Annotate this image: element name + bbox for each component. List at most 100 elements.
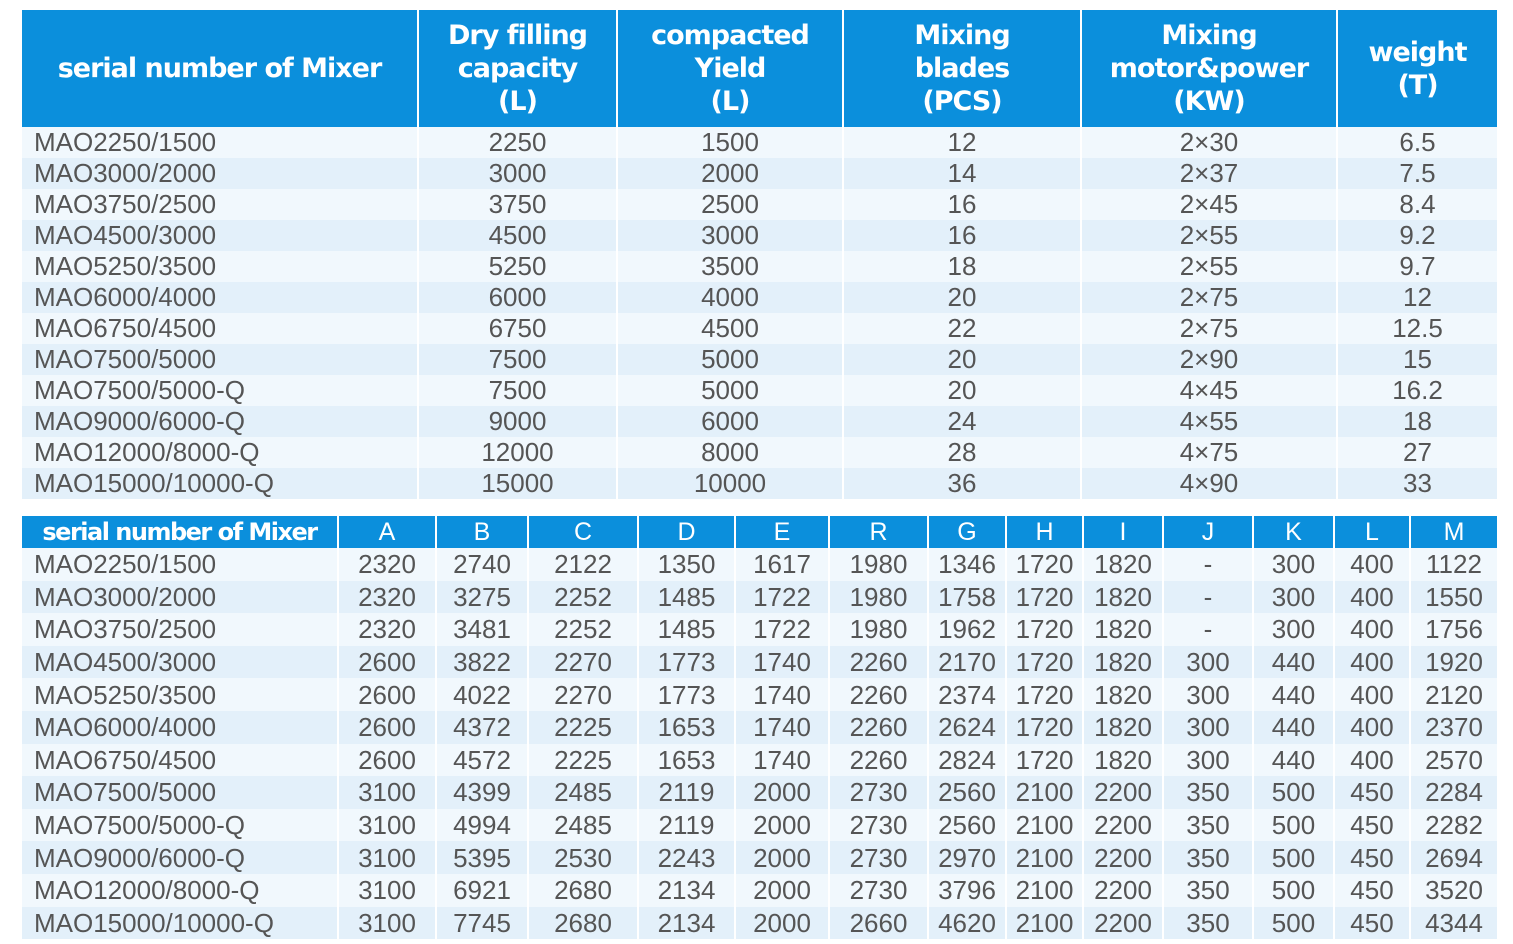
value-cell: 2600 [338,743,437,777]
value-cell: 2×55 [1081,251,1338,282]
header-row: serial number of Mixer Dry filling capacit… [22,10,1499,127]
data-row: MAO15000/10000-Q 15000 10000 36 4×90 33 [22,468,1499,499]
value-cell: 2252 [528,613,639,646]
header-cell: serial number of Mixer [22,516,339,548]
value-cell: 1740 [735,710,830,744]
value-cell: 8000 [617,437,844,468]
value-cell: 15 [1337,344,1499,375]
value-cell: 7500 [418,375,618,406]
value-cell: 16.2 [1337,375,1499,406]
value-cell: 3275 [436,580,529,614]
value-cell: 2134 [638,873,736,907]
value-cell: 2000 [735,841,830,874]
header-text: E [773,518,791,546]
value-cell: 1758 [928,580,1007,614]
header-text: J [1201,518,1215,546]
value-cell: 33 [1337,468,1499,499]
value-cell: 300 [1253,580,1335,614]
value-cell: 3822 [436,645,529,679]
value-cell: 300 [1163,743,1254,777]
value-cell: 2119 [638,808,736,842]
value-cell: 1653 [638,710,736,744]
data-row: MAO4500/3000 2600 3822 2270 1773 1740 2260 2170… [22,645,1499,679]
model-cell: MAO4500/3000 [22,220,419,251]
header-text: serial number of Mixer [42,518,318,546]
value-cell: 3100 [338,808,437,842]
data-row: MAO12000/8000-Q 12000 8000 28 4×75 27 [22,437,1499,468]
value-cell: 4×75 [1081,437,1338,468]
value-cell: 2270 [528,645,639,679]
value-cell: 1485 [638,580,736,614]
value-cell: 440 [1253,743,1335,777]
data-row: MAO6000/4000 6000 4000 20 2×75 12 [22,282,1499,313]
value-cell: 2200 [1083,873,1164,907]
header-text: (L) [498,86,538,117]
value-cell: 3100 [338,906,437,940]
data-row: MAO3000/2000 2320 3275 2252 1485 1722 1980 1758… [22,580,1499,614]
value-cell: 2225 [528,710,639,744]
value-cell: 2×75 [1081,313,1338,344]
value-cell: 2100 [1006,808,1084,842]
header-cell: C [528,516,639,548]
data-row: MAO2250/1500 2250 1500 12 2×30 6.5 [22,127,1499,158]
value-cell: 2560 [928,776,1007,809]
header-text: I [1119,518,1127,546]
header-text: A [378,518,396,546]
value-cell: 16 [843,220,1082,251]
value-cell: 300 [1163,645,1254,679]
header-text: Mixing [914,20,1010,51]
value-cell: 400 [1334,613,1411,646]
value-cell: 2260 [829,645,929,679]
value-cell: 2000 [735,808,830,842]
value-cell: 2100 [1006,906,1084,940]
value-cell: 2320 [338,548,437,581]
value-cell: 1122 [1410,548,1499,581]
value-cell: 2200 [1083,841,1164,874]
value-cell: 36 [843,468,1082,499]
model-cell: MAO6000/4000 [22,710,339,744]
value-cell: 1720 [1006,613,1084,646]
value-cell: 2530 [528,841,639,874]
value-cell: 4×90 [1081,468,1338,499]
value-cell: 400 [1334,645,1411,679]
header-text: R [869,518,888,546]
value-cell: 2252 [528,580,639,614]
value-cell: 2730 [829,873,929,907]
value-cell: 12.5 [1337,313,1499,344]
value-cell: 2320 [338,580,437,614]
value-cell: 2122 [528,548,639,581]
data-row: MAO7500/5000-Q 3100 4994 2485 2119 2000 2730 25… [22,808,1499,842]
model-cell: MAO3000/2000 [22,158,419,189]
value-cell: 4500 [617,313,844,344]
value-cell: 5395 [436,841,529,874]
value-cell: 2730 [829,776,929,809]
model-cell: MAO6750/4500 [22,313,419,344]
value-cell: 7500 [418,344,618,375]
value-cell: 1720 [1006,645,1084,679]
value-cell: 1720 [1006,548,1084,581]
value-cell: 6921 [436,873,529,907]
header-cell: B [436,516,529,548]
value-cell: 450 [1334,841,1411,874]
value-cell: 3750 [418,189,618,220]
data-row: MAO7500/5000-Q 7500 5000 20 4×45 16.2 [22,375,1499,406]
value-cell: 10000 [617,468,844,499]
value-cell: 16 [843,189,1082,220]
header-text: (PCS) [922,86,1002,117]
model-cell: MAO7500/5000 [22,344,419,375]
model-cell: MAO2250/1500 [22,127,419,158]
value-cell: 12000 [418,437,618,468]
value-cell: 2100 [1006,776,1084,809]
header-text: (L) [710,86,751,117]
value-cell: 2624 [928,710,1007,744]
header-text: (T) [1397,69,1438,101]
value-cell: 4399 [436,776,529,809]
value-cell: 3100 [338,776,437,809]
value-cell: 18 [843,251,1082,282]
value-cell: 3481 [436,613,529,646]
value-cell: 2694 [1410,841,1499,874]
value-cell: 2730 [829,841,929,874]
value-cell: 350 [1163,808,1254,842]
header-cell: K [1253,516,1335,548]
value-cell: 12 [1337,282,1499,313]
